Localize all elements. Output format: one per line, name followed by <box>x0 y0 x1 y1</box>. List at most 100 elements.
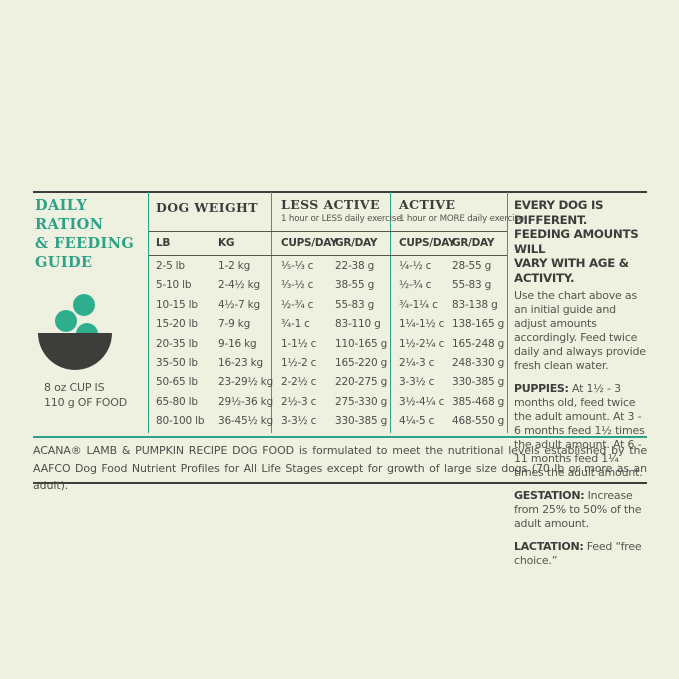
header-dog-weight: DOG WEIGHT <box>156 200 258 215</box>
puppies-note: PUPPIES: At 1½ - 3 months old, feed twic… <box>514 382 649 480</box>
table-cell: 248-330 g <box>452 356 505 369</box>
table-cell: 1-1½ c <box>281 337 317 350</box>
footer-rule <box>33 482 647 484</box>
top-rule <box>33 191 647 193</box>
table-cell: 2-2½ c <box>281 376 317 389</box>
subheader-underline <box>149 255 507 256</box>
col-header-kg: KG <box>218 237 235 249</box>
header-active: ACTIVE 1 hour or MORE daily exercise <box>399 197 524 224</box>
table-cell: 22-38 g <box>335 260 375 272</box>
table-cell: 385-468 g <box>452 395 505 408</box>
table-cell: 1-2 kg <box>218 260 251 272</box>
table-cell: 220-275 g <box>335 376 388 389</box>
table-cell: 28-55 g <box>452 260 492 272</box>
bowl-kibble-graphic <box>38 292 148 376</box>
table-cell: 10-15 lb <box>156 298 198 311</box>
header-less-active-sub: 1 hour or LESS daily exercise <box>281 214 402 224</box>
bowl-icon <box>38 333 112 370</box>
divider-title-table <box>148 192 149 433</box>
lactation-note: LACTATION: Feed “free choice.” <box>514 540 649 568</box>
table-cell: 330-385 g <box>335 415 388 428</box>
table-cell: ⅕-⅓ c <box>281 260 314 272</box>
table-cell: 23-29½ kg <box>218 376 273 389</box>
table-cell: 2¼-3 c <box>399 356 435 369</box>
table-cell: 29½-36 kg <box>218 395 273 408</box>
divider-weight-lessactive <box>271 192 272 433</box>
sidebar-body: Use the chart above as an initial guide … <box>514 289 646 372</box>
table-cell: 9-16 kg <box>218 337 257 350</box>
puppies-label: PUPPIES: <box>514 382 569 395</box>
table-cell: 4¼-5 c <box>399 415 435 428</box>
col-header-cups-active: CUPS/DAY <box>399 237 456 249</box>
table-cell: 165-220 g <box>335 356 388 369</box>
gestation-text: Increase from 25% to 50% of the adult am… <box>514 489 642 530</box>
col-header-gr-active: GR/DAY <box>452 237 495 249</box>
table-cell: 2½-3 c <box>281 395 317 408</box>
table-cell: 5-10 lb <box>156 279 192 292</box>
table-cell: ⅓-½ c <box>281 279 314 292</box>
divider-lessactive-active <box>390 192 391 433</box>
table-cell: 138-165 g <box>452 318 505 331</box>
kibble-dot-icon <box>55 310 77 332</box>
table-cell: 83-138 g <box>452 298 498 311</box>
lactation-text: Feed “free choice.” <box>514 540 642 567</box>
table-column-headers: LB KG CUPS/DAY GR/DAY CUPS/DAY GR/DAY <box>156 237 507 249</box>
table-cell: 3-3½ c <box>399 376 435 389</box>
table-bottom-rule <box>33 436 647 438</box>
kibble-dot-icon <box>73 294 95 316</box>
col-header-lb: LB <box>156 237 171 249</box>
table-cell: 110-165 g <box>335 337 388 350</box>
table-cell: 2-4½ kg <box>218 279 261 292</box>
table-cell: 55-83 g <box>452 279 492 292</box>
table-cell: 165-248 g <box>452 337 505 350</box>
table-cell: 1½-2¼ c <box>399 337 445 350</box>
table-cell: 2-5 lb <box>156 260 185 272</box>
col-header-cups-less: CUPS/DAY <box>281 237 338 249</box>
table-cell: 16-23 kg <box>218 356 263 369</box>
table-cell: 65-80 lb <box>156 395 198 408</box>
table-cell: 3-3½ c <box>281 415 317 428</box>
table-cell: ½-¾ c <box>281 298 314 311</box>
table-cell: 275-330 g <box>335 395 388 408</box>
table-cell: 1½-2 c <box>281 356 317 369</box>
table-cell: 36-45½ kg <box>218 415 273 428</box>
table-cell: ¾-1 c <box>281 318 310 331</box>
table-cell: 7-9 kg <box>218 318 251 331</box>
table-cell: ¾-1¼ c <box>399 298 438 311</box>
cup-note-line2: 110 g OF FOOD <box>44 396 127 409</box>
table-cell: 4½-7 kg <box>218 298 261 311</box>
header-less-active: LESS ACTIVE 1 hour or LESS daily exercis… <box>281 197 402 224</box>
divider-table-sidebar <box>507 192 508 433</box>
table-cell: 83-110 g <box>335 318 381 331</box>
table-cell: 55-83 g <box>335 298 375 311</box>
feeding-table: 2-5 lb 1-2 kg ⅕-⅓ c 22-38 g ¼-½ c 28-55 … <box>156 260 507 435</box>
table-cell: 468-550 g <box>452 415 505 428</box>
header-active-sub: 1 hour or MORE daily exercise <box>399 214 524 224</box>
col-header-gr-less: GR/DAY <box>335 237 378 249</box>
aafco-statement: ACANA® LAMB & PUMPKIN RECIPE DOG FOOD is… <box>33 444 647 492</box>
table-cell: 3½-4¼ c <box>399 395 445 408</box>
table-cell: 38-55 g <box>335 279 375 292</box>
header-less-active-label: LESS ACTIVE <box>281 197 380 212</box>
table-cell: ½-¾ c <box>399 279 432 292</box>
gestation-note: GESTATION: Increase from 25% to 50% of t… <box>514 489 649 531</box>
table-cell: 330-385 g <box>452 376 505 389</box>
table-cell: 1¼-1½ c <box>399 318 445 331</box>
table-cell: 50-65 lb <box>156 376 198 389</box>
table-cell: 80-100 lb <box>156 415 205 428</box>
sidebar-heading: EVERY DOG IS DIFFERENT. FEEDING AMOUNTS … <box>514 198 639 285</box>
cup-measure-note: 8 oz CUP IS 110 g OF FOOD <box>44 380 127 410</box>
cup-note-line1: 8 oz CUP IS <box>44 381 105 394</box>
group-header-underline <box>149 231 507 232</box>
sidebar-notes: EVERY DOG IS DIFFERENT. FEEDING AMOUNTS … <box>514 198 649 568</box>
table-cell: 15-20 lb <box>156 318 198 331</box>
puppies-text: At 1½ - 3 months old, feed twice the adu… <box>514 382 645 479</box>
table-cell: 35-50 lb <box>156 356 198 369</box>
page-title: DAILY RATION & FEEDING GUIDE <box>35 197 135 271</box>
header-active-label: ACTIVE <box>399 197 456 212</box>
gestation-label: GESTATION: <box>514 489 585 502</box>
lactation-label: LACTATION: <box>514 540 584 553</box>
table-cell: ¼-½ c <box>399 260 432 272</box>
table-cell: 20-35 lb <box>156 337 198 350</box>
